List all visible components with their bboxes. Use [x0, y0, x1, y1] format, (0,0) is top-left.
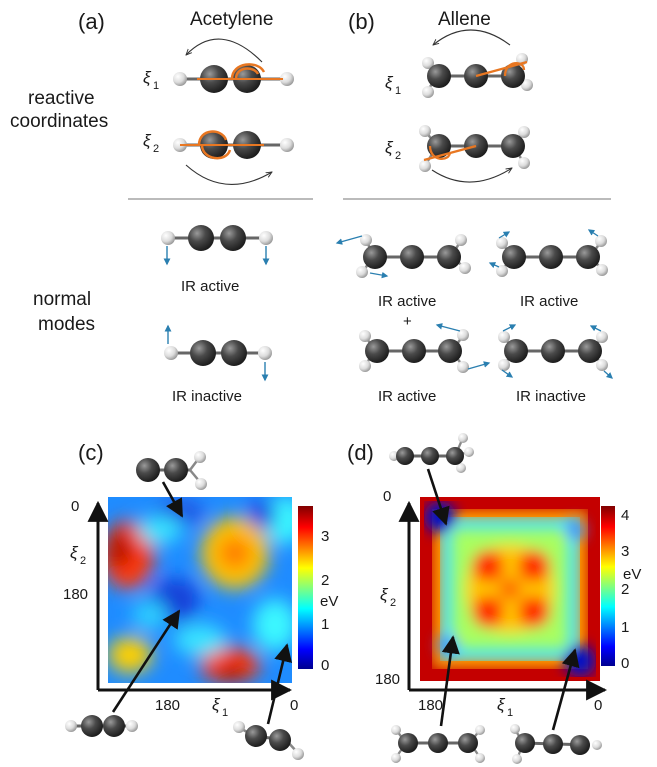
y-tick-c-mid: 180: [63, 586, 88, 603]
svg-text:1: 1: [222, 707, 228, 719]
colorbar-d-tick-1: 1: [621, 619, 629, 636]
colorbar-d: [601, 506, 615, 666]
svg-text:2: 2: [153, 143, 159, 155]
y-axis-label-c: ξ 2: [70, 543, 86, 567]
pointer-c-bottom-left: [111, 609, 181, 713]
mode-label-acetylene-active: IR active: [181, 278, 239, 295]
svg-text:2: 2: [390, 597, 396, 609]
svg-text:ξ: ξ: [497, 695, 506, 714]
rotation-arrow-a-xi1: [186, 38, 263, 63]
pointer-c-top: [161, 481, 184, 518]
pointer-c-bottom-right: [266, 643, 293, 725]
svg-text:ξ: ξ: [212, 695, 221, 714]
svg-text:2: 2: [80, 555, 86, 567]
panel-title-allene: Allene: [438, 9, 491, 30]
svg-text:ξ: ξ: [143, 68, 152, 87]
coord-label-a-xi1: ξ 1: [143, 68, 159, 92]
colorbar-ticks-c: 3 2 1 0: [321, 528, 329, 674]
pointer-d-bottom-right: [551, 648, 580, 731]
y-axis-label-d: ξ 2: [380, 585, 396, 609]
colorbar-c-tick-1: 1: [321, 616, 329, 633]
svg-text:1: 1: [153, 80, 159, 92]
rotation-arrow-b-xi1: [433, 29, 511, 45]
colorbar-c-tick-2: 2: [321, 572, 329, 589]
molecule-allene-bl-d: [391, 725, 485, 763]
colorbar-c-tick-0: 0: [321, 657, 329, 674]
rotation-arrow-b-xi2: [431, 168, 512, 183]
x-axis-label-d: ξ 1: [497, 695, 513, 719]
x-tick-c-mid: 180: [155, 697, 180, 714]
colorbar-d-tick-4: 4: [621, 507, 629, 524]
molecule-acetylene-c: [65, 715, 138, 737]
mode-label-allene-4: IR inactive: [516, 388, 586, 405]
x-tick-d-mid: 180: [418, 697, 443, 714]
mode-label-acetylene-inactive: IR inactive: [172, 388, 242, 405]
acetylene-mode-ir-inactive: [164, 324, 272, 382]
panel-label-b: (b): [348, 9, 375, 34]
allene-mode-1: [335, 234, 471, 279]
panel-label-c: (c): [78, 440, 104, 465]
pointer-d-top: [426, 468, 450, 526]
svg-text:ξ: ξ: [143, 131, 152, 150]
row-label-normal: normal: [33, 289, 91, 310]
molecule-vinylidene-c: [136, 451, 207, 490]
panel-label-a: (a): [78, 9, 105, 34]
svg-text:2: 2: [395, 150, 401, 162]
allene-mode-4: [498, 324, 613, 379]
svg-text:ξ: ξ: [70, 543, 79, 562]
mode-label-allene-1: IR active: [378, 293, 436, 310]
heatmap-c: [108, 497, 292, 683]
colorbar-unit-d: eV: [623, 566, 641, 583]
molecule-allene-top-d: [389, 433, 474, 473]
y-tick-c-top: 0: [71, 498, 79, 515]
heatmap-d: [420, 497, 600, 681]
svg-text:1: 1: [507, 707, 513, 719]
molecule-allene-br-d: [510, 724, 602, 764]
pointer-d-bottom-left: [439, 635, 460, 727]
svg-text:ξ: ξ: [385, 73, 394, 92]
mode-label-allene-plus: +: [403, 313, 412, 330]
y-tick-d-top: 0: [383, 488, 391, 505]
x-tick-d-end: 0: [594, 697, 602, 714]
colorbar-ticks-d: 4 3 2 1 0: [621, 507, 629, 672]
colorbar-d-tick-0: 0: [621, 655, 629, 672]
colorbar-d-tick-3: 3: [621, 543, 629, 560]
panel-title-acetylene: Acetylene: [190, 9, 273, 30]
allene-molecule-xi2: [419, 125, 530, 172]
svg-text:ξ: ξ: [380, 585, 389, 604]
x-tick-c-end: 0: [290, 697, 298, 714]
coord-label-b-xi1: ξ 1: [385, 73, 401, 97]
allene-mode-2: [488, 229, 608, 277]
molecule-bent-c: [233, 721, 304, 760]
mode-label-allene-3: IR active: [378, 388, 436, 405]
acetylene-molecule-xi1: [173, 63, 294, 93]
acetylene-molecule-xi2: [173, 130, 294, 160]
acetylene-mode-ir-active: [161, 225, 273, 266]
rotation-arrow-a-xi2: [185, 164, 272, 185]
colorbar-c-tick-3: 3: [321, 528, 329, 545]
allene-molecule-xi1: [422, 53, 533, 98]
svg-text:1: 1: [395, 85, 401, 97]
svg-text:ξ: ξ: [385, 138, 394, 157]
coord-label-b-xi2: ξ 2: [385, 138, 401, 162]
mode-label-allene-2: IR active: [520, 293, 578, 310]
allene-mode-3: [359, 323, 491, 373]
y-tick-d-mid: 180: [375, 671, 400, 688]
x-axis-label-c: ξ 1: [212, 695, 228, 719]
colorbar-unit-c: eV: [320, 593, 338, 610]
coord-label-a-xi2: ξ 2: [143, 131, 159, 155]
row-label-modes: modes: [38, 314, 95, 335]
panel-label-d: (d): [347, 440, 374, 465]
row-label-reactive: reactive: [28, 88, 95, 109]
row-label-coordinates: coordinates: [10, 111, 108, 132]
colorbar-d-tick-2: 2: [621, 581, 629, 598]
colorbar-c: [298, 506, 313, 669]
